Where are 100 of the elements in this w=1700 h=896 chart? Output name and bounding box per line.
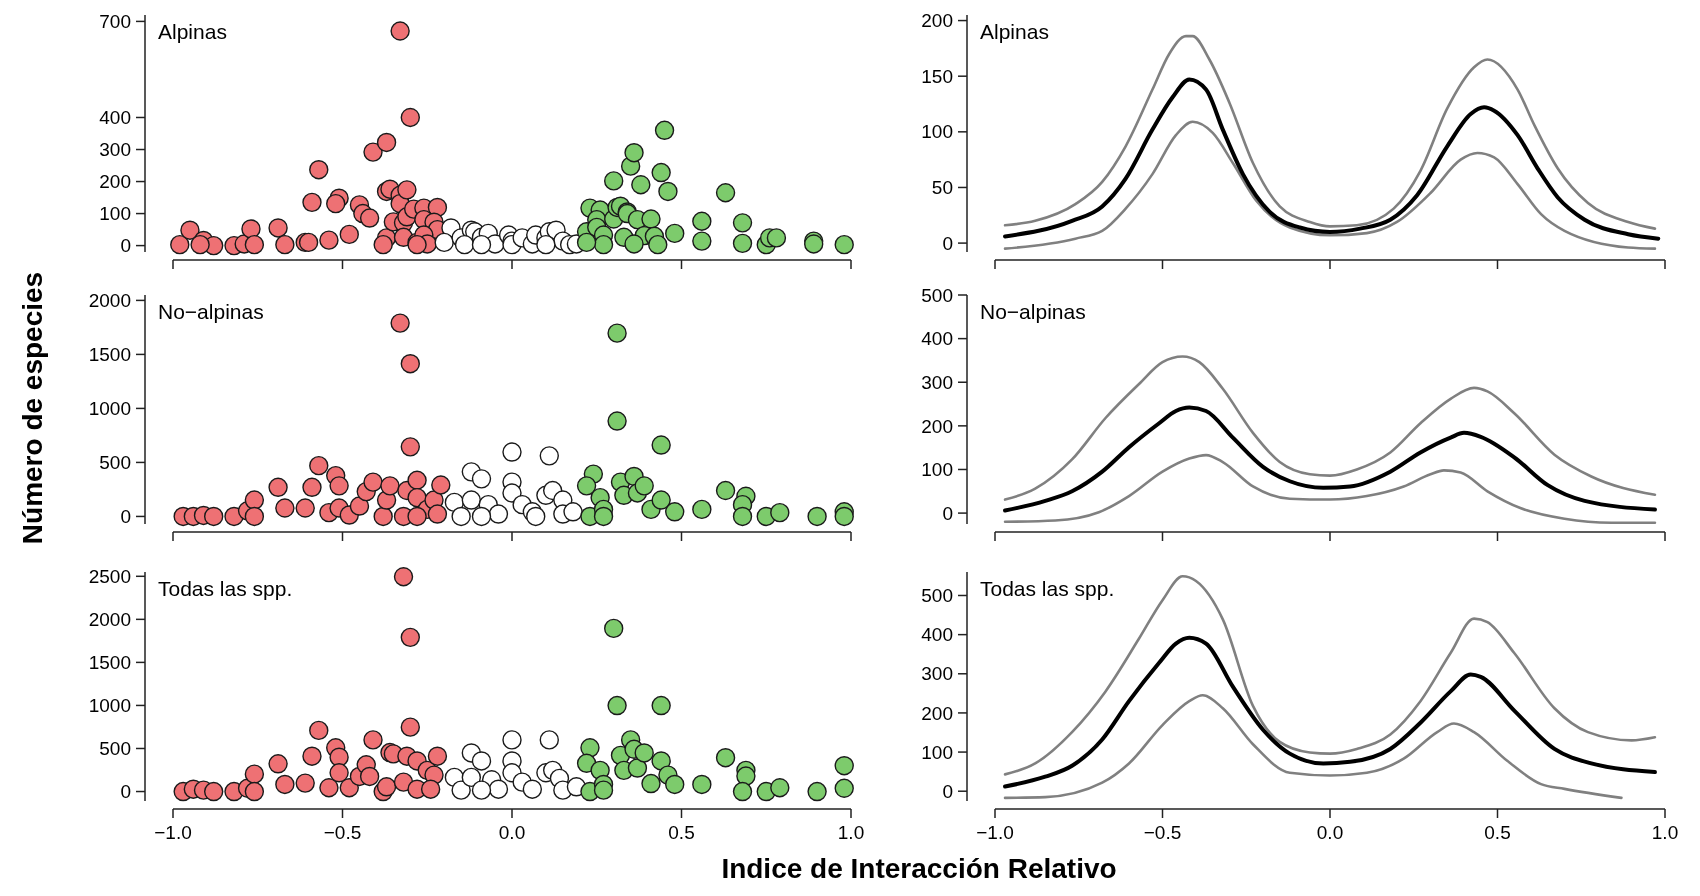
point bbox=[651, 435, 671, 455]
point bbox=[692, 774, 712, 795]
point bbox=[451, 506, 471, 527]
y-tick-label: 300 bbox=[921, 663, 953, 685]
y-tick-label: 2000 bbox=[88, 609, 131, 630]
point bbox=[715, 480, 736, 501]
point bbox=[400, 437, 420, 457]
y-tick-label: 100 bbox=[921, 741, 953, 763]
point bbox=[665, 502, 685, 522]
point bbox=[359, 208, 380, 228]
point bbox=[732, 781, 753, 802]
line-series bbox=[1003, 355, 1657, 501]
line-series bbox=[1003, 453, 1657, 524]
point bbox=[319, 778, 339, 798]
point bbox=[539, 446, 559, 466]
point bbox=[244, 781, 265, 802]
y-tick-label: 500 bbox=[921, 585, 953, 607]
y-tick-label: 0 bbox=[120, 781, 131, 803]
point bbox=[339, 224, 359, 245]
x-tick-label: −0.5 bbox=[1143, 822, 1182, 843]
point bbox=[434, 232, 454, 253]
point bbox=[268, 477, 288, 497]
point bbox=[488, 779, 509, 799]
point bbox=[400, 717, 420, 737]
y-tick-label: 500 bbox=[99, 452, 131, 474]
point bbox=[580, 738, 600, 758]
point bbox=[732, 506, 753, 527]
y-tick-label: 500 bbox=[99, 738, 131, 760]
point bbox=[536, 234, 556, 255]
point bbox=[397, 180, 417, 200]
point bbox=[329, 476, 349, 496]
point bbox=[363, 472, 383, 492]
y-axis-title: Número de especies bbox=[17, 271, 48, 545]
chart-title: Alpinas bbox=[158, 20, 227, 43]
point bbox=[400, 107, 420, 128]
point bbox=[244, 490, 265, 510]
point bbox=[732, 233, 753, 254]
point bbox=[641, 209, 661, 229]
point bbox=[627, 758, 648, 778]
y-tick-label: 1000 bbox=[88, 398, 131, 420]
point bbox=[390, 21, 410, 41]
point bbox=[736, 766, 756, 786]
point bbox=[302, 477, 322, 497]
point bbox=[715, 183, 736, 203]
point bbox=[380, 476, 400, 496]
point bbox=[624, 143, 644, 163]
x-tick-label: 1.0 bbox=[837, 822, 865, 843]
point bbox=[431, 475, 451, 495]
line-series bbox=[1003, 77, 1661, 241]
point bbox=[393, 567, 414, 587]
point bbox=[692, 211, 712, 231]
x-tick-label: −1.0 bbox=[976, 822, 1014, 843]
point bbox=[400, 354, 420, 374]
point bbox=[309, 455, 329, 476]
point bbox=[376, 777, 397, 797]
point bbox=[471, 780, 492, 800]
point bbox=[407, 470, 427, 490]
point bbox=[363, 730, 383, 750]
y-tick-label: 0 bbox=[942, 780, 953, 802]
point bbox=[604, 618, 624, 639]
point bbox=[834, 506, 854, 527]
point bbox=[607, 323, 627, 343]
point bbox=[488, 504, 509, 524]
point bbox=[275, 234, 295, 255]
point bbox=[471, 506, 492, 527]
y-tick-label: 100 bbox=[99, 203, 131, 225]
y-tick-label: 0 bbox=[942, 232, 953, 254]
point bbox=[349, 496, 370, 516]
point bbox=[319, 230, 339, 250]
point bbox=[654, 120, 675, 140]
y-tick-label: 0 bbox=[120, 506, 131, 528]
y-tick-label: 500 bbox=[921, 284, 953, 306]
y-tick-label: 300 bbox=[99, 139, 131, 161]
point bbox=[363, 142, 383, 162]
point bbox=[244, 506, 265, 527]
point bbox=[634, 476, 654, 496]
point bbox=[732, 213, 753, 233]
y-tick-label: 1500 bbox=[88, 344, 131, 366]
point bbox=[665, 223, 685, 244]
point bbox=[770, 502, 790, 523]
point bbox=[373, 234, 393, 255]
point bbox=[502, 442, 522, 462]
point bbox=[244, 234, 265, 255]
point bbox=[607, 695, 627, 716]
point bbox=[807, 506, 827, 527]
point bbox=[309, 720, 329, 741]
point bbox=[604, 171, 624, 191]
point bbox=[268, 218, 288, 238]
y-tick-label: 100 bbox=[921, 459, 953, 481]
line-series bbox=[1003, 635, 1657, 789]
y-tick-label: 1500 bbox=[88, 652, 131, 674]
point bbox=[834, 778, 854, 798]
y-tick-label: 200 bbox=[921, 702, 953, 724]
point bbox=[502, 730, 522, 750]
point bbox=[715, 748, 736, 768]
point bbox=[275, 498, 295, 518]
point bbox=[427, 746, 448, 766]
point bbox=[203, 506, 224, 527]
point bbox=[359, 766, 380, 787]
point bbox=[766, 228, 787, 248]
